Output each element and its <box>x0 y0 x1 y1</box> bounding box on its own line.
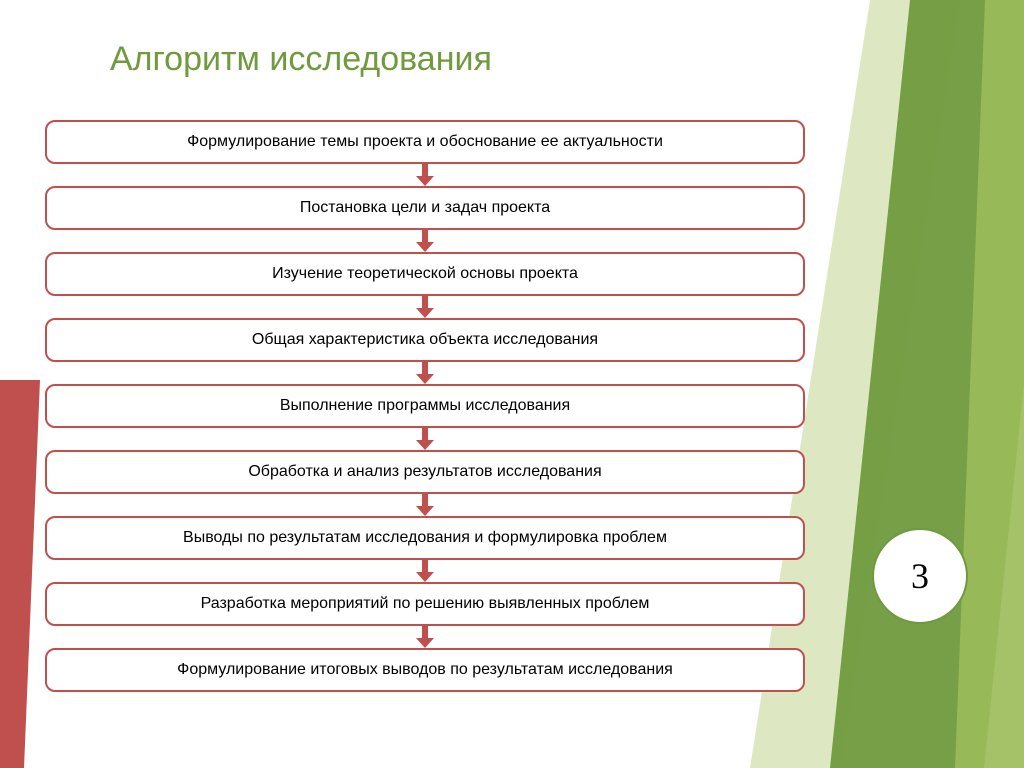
flowchart: Формулирование темы проекта и обосновани… <box>45 120 805 692</box>
flow-step-label: Формулирование итоговых выводов по резул… <box>177 661 673 679</box>
flow-step: Разработка мероприятий по решению выявле… <box>45 582 805 626</box>
flow-arrow <box>45 164 805 186</box>
flow-arrow <box>45 626 805 648</box>
page-number-badge: 3 <box>872 528 968 624</box>
flow-step: Изучение теоретической основы проекта <box>45 252 805 296</box>
flow-step-label: Выполнение программы исследования <box>280 397 570 415</box>
flow-arrow <box>45 494 805 516</box>
flow-step-label: Общая характеристика объекта исследовани… <box>252 331 598 349</box>
flow-step-label: Постановка цели и задач проекта <box>300 199 550 217</box>
flow-step-label: Выводы по результатам исследования и фор… <box>183 529 667 547</box>
flow-step-label: Обработка и анализ результатов исследова… <box>248 463 601 481</box>
flow-step-label: Формулирование темы проекта и обосновани… <box>187 133 663 151</box>
flow-arrow <box>45 230 805 252</box>
flow-step-label: Разработка мероприятий по решению выявле… <box>201 595 650 613</box>
page-number: 3 <box>911 555 929 597</box>
flow-step-label: Изучение теоретической основы проекта <box>272 265 578 283</box>
flow-step: Выводы по результатам исследования и фор… <box>45 516 805 560</box>
slide: Алгоритм исследования Формулирование тем… <box>0 0 1024 768</box>
flow-arrow <box>45 560 805 582</box>
page-title: Алгоритм исследования <box>110 40 492 79</box>
flow-step: Обработка и анализ результатов исследова… <box>45 450 805 494</box>
flow-arrow <box>45 296 805 318</box>
flow-step: Формулирование темы проекта и обосновани… <box>45 120 805 164</box>
flow-step: Общая характеристика объекта исследовани… <box>45 318 805 362</box>
flow-step: Формулирование итоговых выводов по резул… <box>45 648 805 692</box>
flow-step: Постановка цели и задач проекта <box>45 186 805 230</box>
flow-arrow <box>45 428 805 450</box>
flow-arrow <box>45 362 805 384</box>
flow-step: Выполнение программы исследования <box>45 384 805 428</box>
